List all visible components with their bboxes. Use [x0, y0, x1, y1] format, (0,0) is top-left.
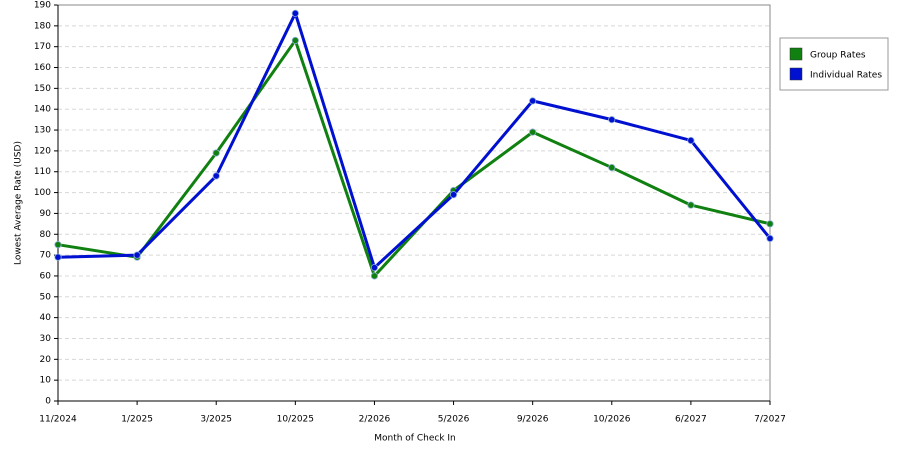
- data-point: [766, 220, 774, 228]
- data-point: [608, 163, 616, 172]
- y-tick-label: 20: [40, 355, 52, 365]
- y-tick-label: 120: [34, 146, 51, 156]
- data-point: [766, 234, 774, 243]
- x-tick-label: 6/2027: [675, 415, 707, 425]
- y-tick-label: 150: [34, 84, 51, 94]
- data-point: [212, 172, 220, 180]
- x-tick-label: 7/2027: [754, 415, 786, 425]
- y-tick-label: 170: [34, 42, 51, 52]
- y-tick-label: 110: [34, 167, 51, 177]
- data-point: [529, 97, 537, 105]
- y-tick-label: 100: [34, 188, 51, 198]
- data-point: [687, 136, 695, 145]
- y-tick-label: 0: [45, 397, 51, 407]
- x-tick-label: 3/2025: [200, 415, 232, 425]
- data-point: [529, 128, 537, 136]
- data-point: [608, 116, 616, 124]
- x-tick-label: 11/2024: [39, 415, 77, 425]
- legend-label: Group Rates: [810, 51, 866, 61]
- data-point: [687, 201, 695, 209]
- data-point: [133, 251, 141, 259]
- y-tick-label: 70: [40, 251, 52, 261]
- y-tick-label: 130: [34, 126, 51, 136]
- y-tick-label: 180: [34, 21, 51, 31]
- plot-frame: [57, 4, 771, 402]
- y-tick-label: 80: [40, 230, 52, 240]
- data-point: [54, 241, 62, 249]
- y-tick-label: 190: [34, 1, 51, 11]
- legend-label: Individual Rates: [810, 71, 882, 81]
- y-tick-label: 140: [34, 105, 51, 115]
- x-axis-label: Month of Check In: [374, 434, 456, 444]
- y-tick-label: 90: [40, 209, 52, 219]
- y-tick-label: 30: [40, 334, 52, 344]
- data-point: [449, 191, 458, 199]
- x-tick-label: 10/2026: [593, 415, 631, 425]
- y-tick-label: 10: [40, 376, 52, 386]
- y-tick-label: 160: [34, 63, 51, 73]
- x-tick-label: 2/2026: [359, 415, 391, 425]
- data-point: [291, 9, 299, 17]
- x-tick-label: 9/2026: [517, 415, 549, 425]
- y-axis-label: Lowest Average Rate (USD): [14, 141, 24, 265]
- data-point: [370, 264, 379, 272]
- data-point: [291, 36, 299, 45]
- x-tick-label: 5/2026: [438, 415, 470, 425]
- series-line: [57, 38, 771, 278]
- y-tick-label: 40: [40, 313, 52, 323]
- legend-box: [779, 37, 889, 91]
- x-tick-label: 10/2025: [277, 415, 314, 425]
- data-point: [54, 253, 62, 261]
- y-tick-label: 50: [40, 292, 52, 302]
- data-point: [212, 149, 220, 157]
- data-point: [370, 272, 379, 280]
- series-line: [57, 11, 772, 270]
- x-tick-label: 1/2025: [121, 415, 153, 425]
- legend-swatch: [789, 47, 803, 61]
- legend-swatch: [789, 67, 803, 81]
- y-tick-label: 60: [40, 271, 52, 281]
